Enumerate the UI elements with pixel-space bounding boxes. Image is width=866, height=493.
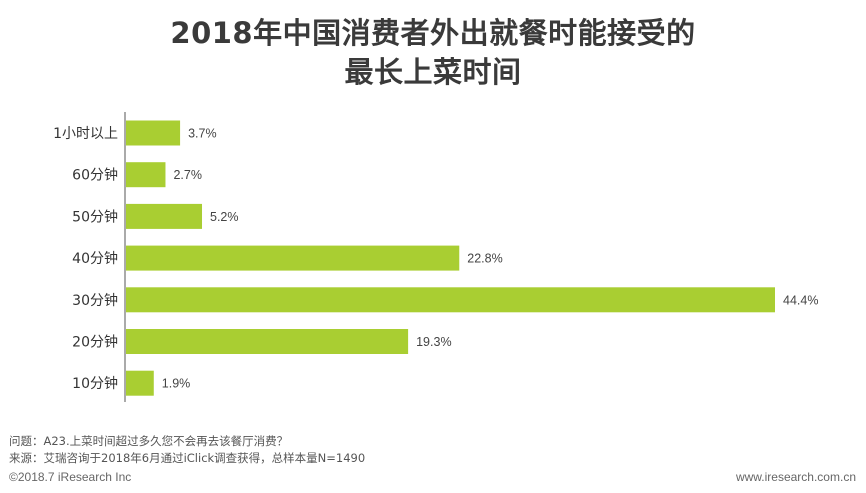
category-label: 60分钟 — [72, 167, 118, 184]
category-label: 40分钟 — [72, 250, 118, 267]
value-label: 3.7% — [188, 127, 217, 141]
value-label: 1.9% — [162, 377, 191, 391]
bar — [126, 370, 154, 396]
category-label: 20分钟 — [72, 334, 118, 351]
bar — [126, 329, 409, 354]
category-label: 50分钟 — [72, 208, 118, 225]
value-label: 19.3% — [416, 335, 451, 349]
website-link[interactable]: www.iresearch.com.cn — [735, 470, 856, 484]
category-label: 30分钟 — [72, 292, 118, 309]
bar — [126, 203, 203, 229]
value-label: 5.2% — [210, 210, 239, 224]
bar — [126, 162, 166, 188]
copyright-text: ©2018.7 iResearch Inc — [9, 470, 132, 484]
source-note: 来源：艾瑞咨询于2018年6月通过iClick调查获得，总样本量N=1490 — [9, 451, 366, 465]
bar — [126, 287, 775, 313]
value-label: 2.7% — [173, 168, 202, 182]
category-label: 10分钟 — [72, 375, 118, 392]
value-label: 44.4% — [783, 293, 818, 307]
chart-title-line2: 最长上菜时间 — [344, 55, 522, 89]
bar — [126, 120, 181, 146]
chart-title-line1: 2018年中国消费者外出就餐时能接受的 — [170, 16, 696, 50]
bar — [126, 245, 460, 271]
value-label: 22.8% — [467, 252, 502, 266]
bar-chart: 1小时以上 3.7% 60分钟 2.7% 50分钟 5.2% 40分钟 22.8% 30分钟 44… — [53, 112, 818, 402]
category-label: 1小时以上 — [53, 126, 118, 142]
survey-question-note: 问题：A23.上菜时间超过多久您不会再去该餐厅消费？ — [9, 434, 289, 448]
